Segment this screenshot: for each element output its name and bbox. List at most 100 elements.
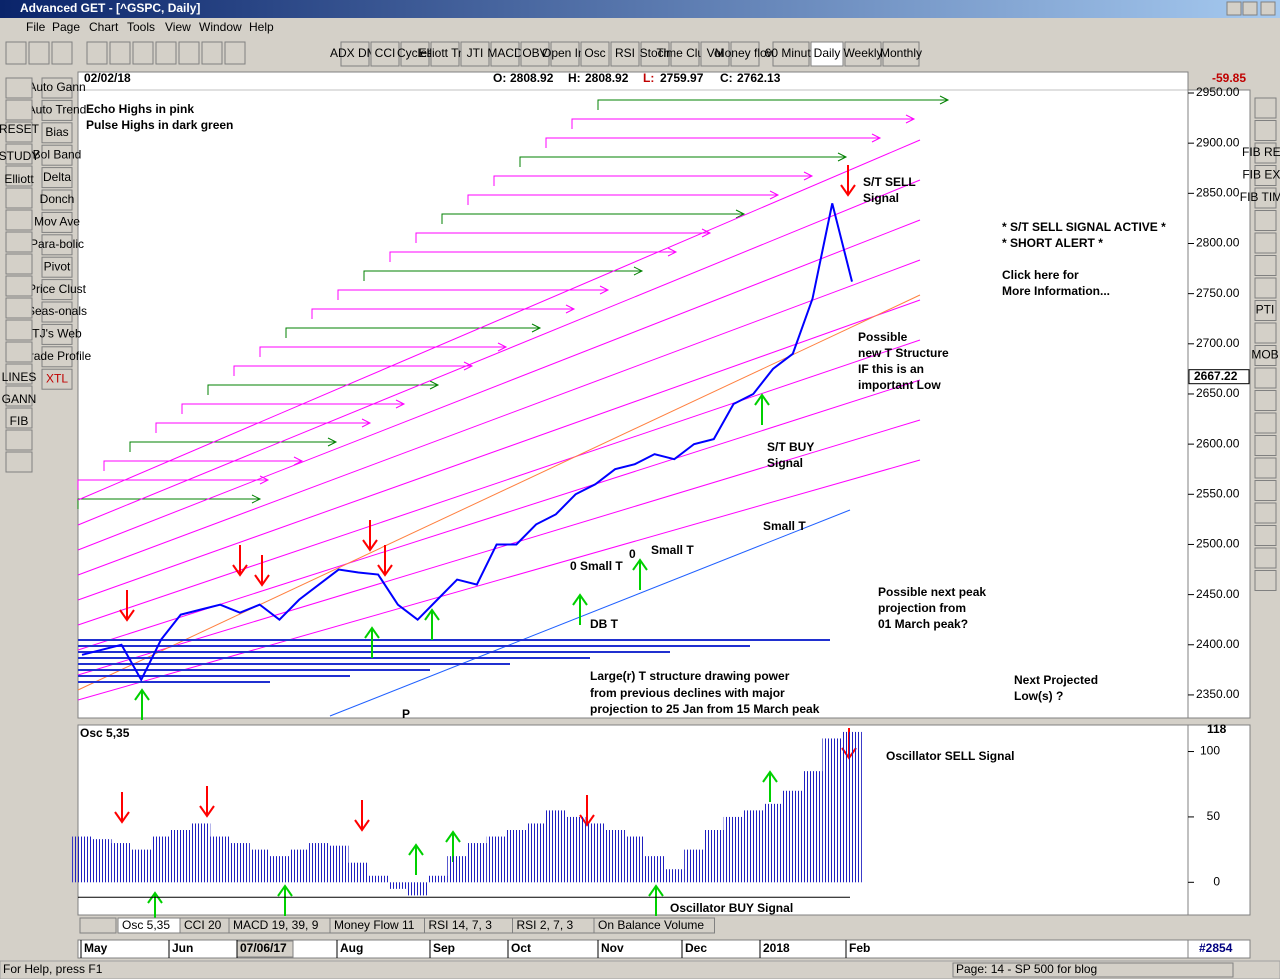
tool-icon[interactable] — [132, 41, 154, 65]
toolbar-button[interactable] — [700, 41, 730, 67]
toolbar-button[interactable] — [460, 41, 490, 67]
left-tool-button[interactable] — [41, 211, 73, 233]
menu-item[interactable]: Help — [249, 20, 274, 34]
right-tool-button[interactable] — [1254, 277, 1277, 299]
right-tool-button[interactable] — [1254, 412, 1277, 434]
right-tool-button[interactable] — [1254, 120, 1277, 141]
icon-button[interactable] — [5, 143, 33, 165]
right-tool-button[interactable] — [1254, 367, 1277, 389]
right-tool-button[interactable] — [1254, 187, 1277, 209]
menu-item[interactable]: File — [26, 20, 46, 34]
toolbar-button[interactable] — [810, 41, 844, 67]
right-tool-button[interactable] — [1254, 142, 1277, 164]
menu-item[interactable]: View — [165, 20, 191, 34]
icon-button[interactable] — [5, 165, 33, 187]
icon-button[interactable] — [5, 297, 33, 319]
toolbar-button[interactable] — [490, 41, 520, 67]
menu-item[interactable]: Tools — [127, 20, 155, 34]
tool-icon[interactable] — [86, 41, 108, 65]
toolbar-button[interactable] — [370, 41, 400, 67]
toolbar-button[interactable] — [580, 41, 610, 67]
window-buttons[interactable] — [1226, 1, 1276, 16]
icon-button[interactable] — [5, 187, 33, 209]
right-tool-button[interactable] — [1254, 255, 1277, 276]
left-tool-button[interactable] — [41, 323, 73, 345]
tool-icon[interactable] — [201, 41, 223, 65]
icon-button[interactable] — [5, 121, 33, 143]
tab[interactable] — [593, 917, 715, 934]
left-tool-button[interactable] — [41, 301, 73, 323]
left-tool-button[interactable] — [41, 77, 73, 99]
tool-icon[interactable] — [28, 41, 50, 65]
toolbar-button[interactable] — [730, 41, 760, 67]
right-tool-button[interactable] — [1254, 570, 1277, 591]
icon-button[interactable] — [5, 451, 33, 473]
y-tick-label: 2450.00 — [1196, 587, 1240, 601]
right-tool-button[interactable] — [1254, 300, 1277, 321]
tool-icon[interactable] — [224, 41, 246, 65]
icon-button[interactable] — [5, 77, 33, 99]
right-tool-button[interactable] — [1254, 435, 1277, 456]
tab-scroll[interactable] — [79, 917, 117, 934]
icon-button[interactable] — [5, 363, 33, 385]
left-tool-label: Auto Trend — [28, 103, 87, 117]
annotation[interactable]: Click here for — [1002, 268, 1079, 282]
right-tool-button[interactable] — [1254, 502, 1277, 524]
icon-button[interactable] — [5, 385, 33, 407]
tool-icon[interactable] — [155, 41, 177, 65]
icon-button[interactable] — [5, 253, 33, 275]
left-tool-button[interactable] — [41, 256, 73, 278]
left-tool-button[interactable] — [41, 346, 73, 368]
left-tool-button[interactable] — [41, 99, 73, 121]
toolbar-button[interactable] — [610, 41, 640, 67]
right-tool-button[interactable] — [1254, 525, 1277, 546]
left-tool-button[interactable] — [41, 189, 73, 211]
left-tool-button[interactable] — [41, 167, 73, 189]
right-tool-button[interactable] — [1254, 165, 1277, 186]
icon-button[interactable] — [5, 341, 33, 363]
menu-item[interactable]: Page — [52, 20, 80, 34]
toolbar-button[interactable] — [844, 41, 882, 67]
tool-icon[interactable] — [51, 41, 73, 65]
toolbar-button[interactable] — [670, 41, 700, 67]
toolbar-button[interactable] — [640, 41, 670, 67]
right-tool-button[interactable] — [1254, 480, 1277, 501]
icon-button[interactable] — [5, 429, 33, 451]
toolbar-button[interactable] — [340, 41, 370, 67]
left-tool-button[interactable] — [41, 144, 73, 166]
toolbar-button[interactable] — [400, 41, 430, 67]
icon-button[interactable] — [5, 99, 33, 121]
tool-icon[interactable] — [5, 41, 27, 65]
annotation: new T Structure — [858, 346, 949, 360]
icon-button[interactable] — [5, 319, 33, 341]
tool-icon[interactable] — [109, 41, 131, 65]
menu-item[interactable]: Chart — [89, 20, 119, 34]
tool-icon[interactable] — [178, 41, 200, 65]
right-tool-button[interactable] — [1254, 210, 1277, 231]
left-tool-button[interactable] — [41, 122, 73, 144]
right-tool-button[interactable] — [1254, 97, 1277, 119]
osc-bar — [703, 830, 724, 883]
left-tool-button[interactable] — [41, 368, 73, 390]
icon-button[interactable] — [5, 275, 33, 297]
icon-button[interactable] — [5, 407, 33, 429]
right-tool-button[interactable] — [1254, 322, 1277, 344]
left-tool-button[interactable] — [41, 279, 73, 301]
menu-item[interactable]: Window — [199, 20, 242, 34]
right-tool-button[interactable] — [1254, 457, 1277, 479]
left-tool-button[interactable] — [41, 234, 73, 256]
trend-line — [77, 419, 921, 676]
toolbar-button[interactable] — [772, 41, 810, 67]
right-tool-button[interactable] — [1254, 232, 1277, 254]
annotation[interactable]: More Information... — [1002, 284, 1110, 298]
signal-arrow — [119, 590, 135, 622]
toolbar-button[interactable] — [882, 41, 920, 67]
icon-button[interactable] — [5, 209, 33, 231]
icon-button[interactable] — [5, 231, 33, 253]
right-tool-button[interactable] — [1254, 345, 1277, 366]
toolbar-button[interactable] — [520, 41, 550, 67]
toolbar-button[interactable] — [550, 41, 580, 67]
toolbar-button[interactable] — [430, 41, 460, 67]
right-tool-button[interactable] — [1254, 390, 1277, 411]
right-tool-button[interactable] — [1254, 547, 1277, 569]
